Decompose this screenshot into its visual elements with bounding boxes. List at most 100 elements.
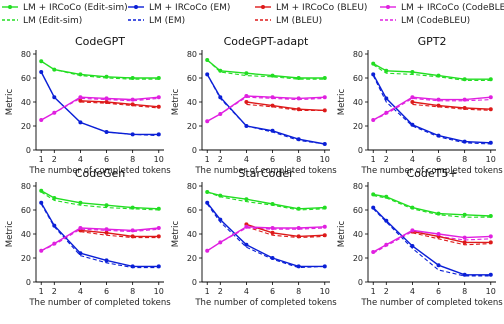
series-line — [246, 101, 325, 112]
data-point — [39, 59, 44, 64]
y-tick-label: 80 — [187, 182, 197, 191]
legend-entry: LM (EM) — [128, 16, 185, 26]
series-line — [40, 96, 159, 121]
data-point — [322, 264, 327, 269]
series-line — [206, 59, 325, 79]
series-line — [40, 227, 159, 252]
legend-entry: LM (CodeBLEU) — [380, 16, 470, 26]
legend-label: LM + IRCoCo (EM) — [149, 3, 230, 13]
data-point — [156, 95, 161, 100]
x-tick-label: 1 — [205, 155, 210, 164]
legend-label: LM + IRCoCo (Edit-sim) — [23, 3, 128, 13]
data-point — [39, 188, 44, 193]
legend-entry: LM + IRCoCo (CodeBLEU) — [380, 3, 504, 13]
data-point — [39, 70, 44, 74]
data-point — [384, 218, 389, 223]
data-point — [130, 76, 135, 80]
series-line — [246, 223, 325, 238]
legend-entry: LM + IRCoCo (Edit-sim) — [2, 3, 128, 13]
y-axis-label: Metric — [337, 220, 347, 247]
x-tick-label: 6 — [270, 155, 275, 164]
series-line — [80, 101, 159, 109]
x-axis-label: The number of completed tokens — [28, 298, 171, 308]
data-point — [205, 119, 210, 124]
data-point — [205, 58, 210, 62]
y-tick-label: 60 — [21, 206, 31, 215]
data-point — [156, 226, 161, 230]
data-point — [488, 77, 493, 82]
data-point — [52, 223, 57, 228]
series-line — [207, 191, 325, 211]
x-tick-label: 2 — [52, 287, 57, 296]
series-line — [40, 71, 159, 137]
legend-label: LM (BLEU) — [276, 16, 322, 26]
data-point — [218, 240, 223, 245]
x-tick-label: 4 — [410, 287, 415, 296]
x-tick-label: 6 — [436, 155, 441, 164]
data-point — [270, 256, 275, 260]
data-point — [371, 192, 376, 197]
x-tick-label: 6 — [270, 287, 275, 296]
series-line — [372, 96, 491, 121]
y-tick-label: 80 — [353, 182, 363, 191]
x-tick-label: 4 — [244, 287, 249, 296]
x-tick-label: 8 — [462, 287, 467, 296]
data-point — [410, 228, 415, 233]
x-tick-label: 1 — [371, 287, 376, 296]
data-point — [410, 95, 415, 100]
series-line — [206, 74, 325, 145]
legend-marker — [134, 5, 138, 9]
data-point — [436, 263, 441, 268]
data-point — [244, 224, 249, 229]
data-point — [462, 212, 467, 217]
legend-entry: LM (BLEU) — [255, 16, 322, 26]
x-tick-label: 1 — [371, 155, 376, 164]
series-line — [80, 231, 159, 239]
data-point — [488, 95, 493, 100]
series-line — [206, 95, 325, 122]
data-point — [296, 137, 301, 142]
data-point — [104, 74, 109, 79]
data-point — [488, 240, 493, 245]
data-point — [270, 202, 275, 206]
y-axis-label: Metric — [5, 88, 15, 115]
chart-panel: CodeGPT-adapt 0 20 40 60 80 1 2 4 6 8 10 The number … — [171, 35, 337, 176]
data-point — [322, 142, 327, 146]
y-tick-label: 20 — [187, 122, 197, 131]
data-point — [52, 110, 57, 115]
x-tick-label: 10 — [154, 287, 164, 296]
chart-title: CodeT5+ — [406, 167, 457, 180]
data-point — [104, 130, 109, 134]
chart-panel: GPT2 0 20 40 60 80 1 2 4 6 8 10 The number of comple… — [337, 35, 503, 176]
y-tick-label: 80 — [21, 182, 31, 191]
series-line — [206, 203, 325, 269]
series-line — [412, 101, 491, 110]
data-point — [52, 95, 57, 100]
data-point — [270, 128, 275, 133]
x-tick-label: 10 — [320, 155, 330, 164]
data-point — [205, 72, 210, 77]
data-point — [130, 205, 135, 210]
x-tick-label: 2 — [384, 155, 389, 164]
data-point — [462, 272, 467, 277]
data-point — [205, 200, 210, 205]
y-tick-label: 60 — [187, 74, 197, 83]
data-point — [39, 118, 44, 122]
data-point — [244, 100, 249, 104]
data-point — [39, 248, 44, 253]
y-tick-label: 80 — [21, 50, 31, 59]
series-line — [206, 96, 325, 122]
data-point — [270, 230, 275, 235]
data-point — [296, 107, 301, 112]
x-axis-label: The number of completed tokens — [194, 298, 337, 308]
legend-label: LM (EM) — [149, 16, 185, 26]
data-point — [436, 211, 441, 216]
x-tick-label: 10 — [486, 155, 496, 164]
x-tick-label: 1 — [39, 287, 44, 296]
data-point — [205, 248, 210, 253]
series-line — [372, 64, 491, 81]
y-tick-label: 60 — [187, 206, 197, 215]
data-point — [296, 76, 301, 80]
y-tick-label: 60 — [353, 74, 363, 83]
data-point — [244, 71, 249, 76]
